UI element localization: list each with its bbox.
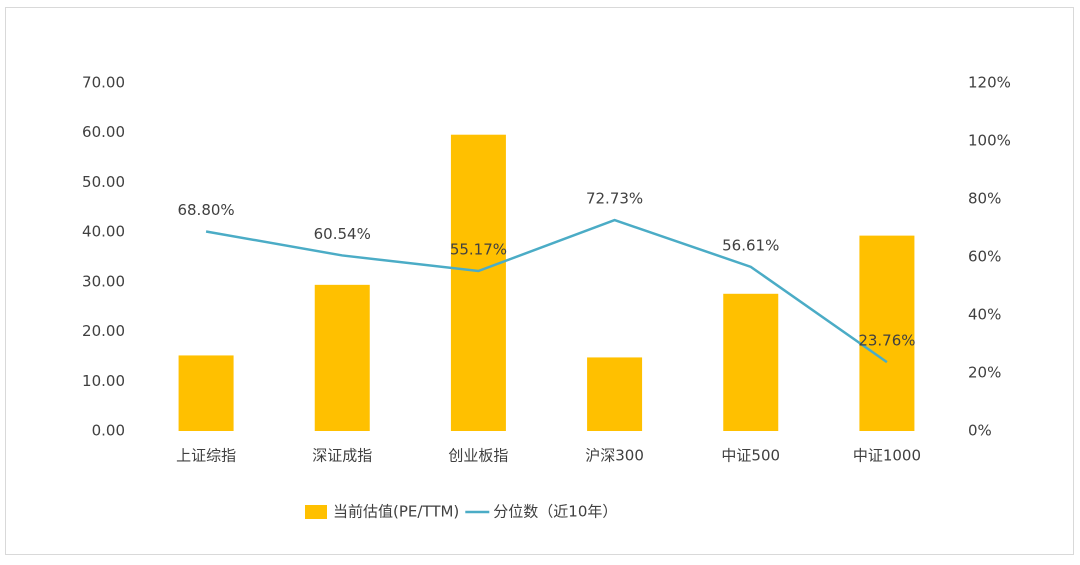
bar	[178, 355, 234, 431]
y-tick-label: 60.00	[82, 123, 125, 141]
y-tick-label: 50.00	[82, 173, 125, 191]
y2-tick-label: 20%	[968, 364, 1001, 382]
legend-label: 分位数（近10年）	[493, 503, 617, 521]
x-tick-label: 中证1000	[853, 447, 921, 465]
legend-swatch	[305, 505, 327, 519]
legend-label: 当前估值(PE/TTM)	[333, 503, 459, 521]
y2-tick-label: 40%	[968, 306, 1001, 324]
bar	[450, 134, 506, 431]
x-tick-label: 深证成指	[312, 447, 372, 465]
y2-tick-label: 0%	[968, 422, 992, 440]
bar	[587, 357, 643, 431]
bar	[723, 293, 779, 431]
x-tick-label: 中证500	[721, 447, 780, 465]
data-label: 72.73%	[586, 190, 643, 208]
data-label: 60.54%	[314, 225, 371, 243]
y-tick-label: 20.00	[82, 322, 125, 340]
x-tick-label: 上证综指	[176, 447, 236, 465]
y-tick-label: 30.00	[82, 272, 125, 290]
x-tick-label: 沪深300	[585, 447, 644, 465]
y-tick-label: 0.00	[92, 422, 125, 440]
data-label: 68.80%	[177, 201, 234, 219]
y-tick-label: 70.00	[82, 74, 125, 92]
bar	[859, 235, 915, 431]
y2-tick-label: 120%	[968, 74, 1011, 92]
data-label: 55.17%	[450, 241, 507, 259]
y-tick-label: 40.00	[82, 223, 125, 241]
y2-tick-label: 100%	[968, 132, 1011, 150]
y2-tick-label: 80%	[968, 190, 1001, 208]
data-label: 23.76%	[858, 332, 915, 350]
x-tick-label: 创业板指	[448, 447, 508, 465]
bar	[314, 284, 370, 431]
y2-tick-label: 60%	[968, 248, 1001, 266]
line	[205, 218, 888, 364]
y-tick-label: 10.00	[82, 372, 125, 390]
data-label: 56.61%	[722, 236, 779, 254]
